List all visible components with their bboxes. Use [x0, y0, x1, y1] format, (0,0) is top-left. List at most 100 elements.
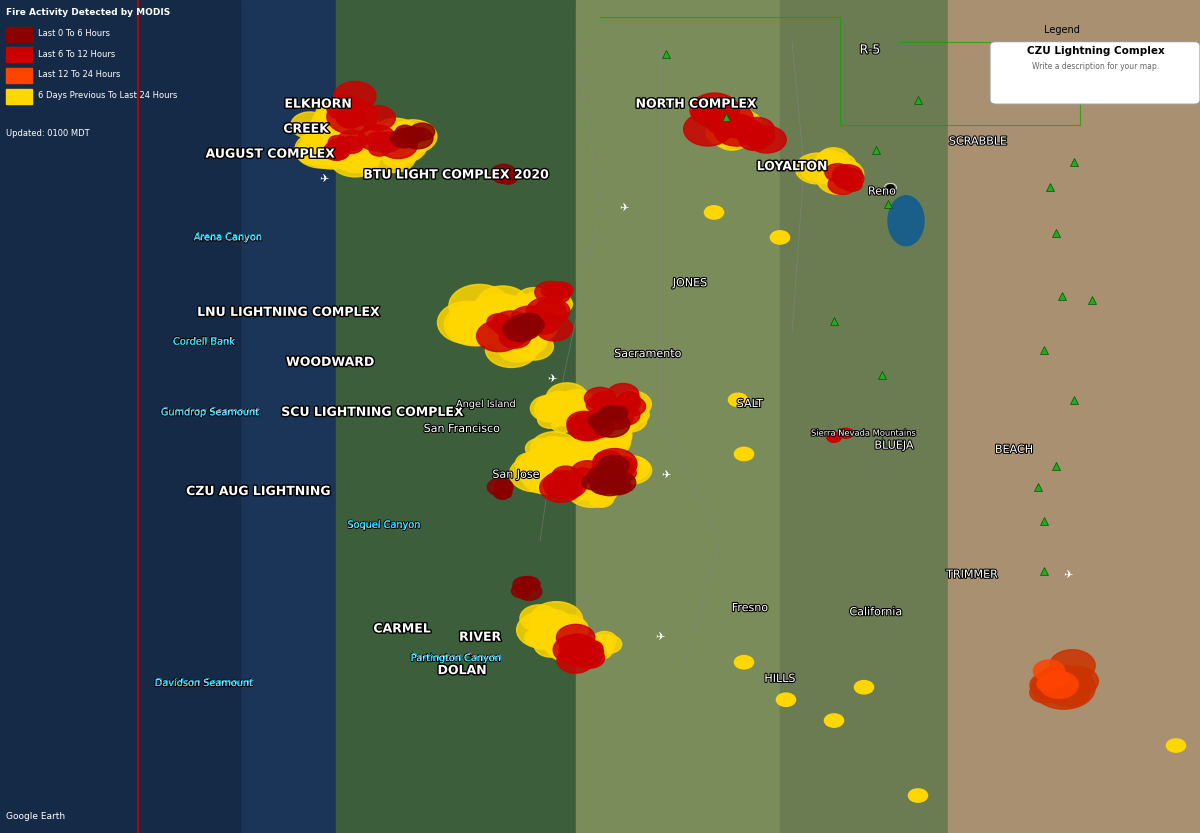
Circle shape	[540, 625, 575, 649]
Circle shape	[574, 413, 598, 430]
Circle shape	[611, 471, 631, 485]
Circle shape	[553, 443, 599, 476]
Circle shape	[563, 637, 592, 656]
Text: San Jose: San Jose	[492, 470, 540, 480]
Bar	[6, 47, 32, 62]
Circle shape	[536, 316, 572, 341]
Circle shape	[568, 412, 608, 441]
Circle shape	[546, 383, 588, 412]
Circle shape	[545, 397, 587, 426]
Circle shape	[1037, 676, 1058, 691]
Circle shape	[326, 95, 364, 120]
Circle shape	[530, 302, 550, 316]
Circle shape	[524, 628, 553, 647]
Circle shape	[610, 407, 628, 419]
Circle shape	[542, 455, 602, 497]
Text: Fresno: Fresno	[732, 603, 768, 613]
Circle shape	[834, 167, 863, 187]
Circle shape	[526, 312, 559, 334]
Circle shape	[538, 302, 560, 317]
Circle shape	[713, 105, 755, 134]
Circle shape	[470, 304, 503, 327]
Circle shape	[554, 285, 571, 297]
Circle shape	[334, 82, 376, 111]
Circle shape	[581, 641, 602, 656]
Circle shape	[587, 635, 614, 654]
Circle shape	[524, 302, 556, 323]
Circle shape	[734, 120, 762, 139]
Text: Partington Canyon: Partington Canyon	[410, 653, 502, 663]
Circle shape	[529, 311, 551, 326]
Circle shape	[565, 479, 593, 498]
Circle shape	[340, 118, 361, 133]
Circle shape	[491, 164, 516, 182]
Circle shape	[544, 294, 572, 314]
Circle shape	[610, 410, 638, 431]
Circle shape	[546, 460, 572, 477]
Circle shape	[599, 407, 617, 420]
Circle shape	[565, 640, 586, 653]
Circle shape	[517, 292, 557, 320]
Circle shape	[560, 398, 605, 429]
Circle shape	[556, 396, 581, 414]
Circle shape	[534, 610, 570, 634]
Circle shape	[494, 480, 511, 491]
Circle shape	[558, 390, 596, 416]
Circle shape	[558, 638, 586, 657]
Circle shape	[564, 639, 604, 666]
Circle shape	[563, 636, 596, 659]
Circle shape	[475, 315, 510, 339]
Circle shape	[571, 461, 604, 482]
Bar	[0, 0, 456, 833]
Circle shape	[821, 159, 864, 189]
Circle shape	[534, 299, 570, 324]
Circle shape	[311, 103, 372, 146]
Circle shape	[401, 127, 424, 143]
Circle shape	[474, 316, 506, 338]
Circle shape	[379, 132, 418, 158]
Circle shape	[534, 397, 570, 422]
Circle shape	[605, 459, 634, 479]
Circle shape	[540, 297, 563, 313]
Circle shape	[467, 313, 499, 335]
Circle shape	[488, 301, 536, 334]
Circle shape	[372, 142, 415, 172]
Circle shape	[530, 395, 569, 421]
Circle shape	[586, 421, 631, 452]
Circle shape	[587, 646, 607, 660]
Circle shape	[373, 134, 394, 148]
Circle shape	[715, 117, 751, 142]
Circle shape	[550, 452, 588, 479]
Text: LOYALTON: LOYALTON	[757, 160, 827, 173]
Circle shape	[376, 132, 422, 164]
Circle shape	[559, 443, 604, 474]
Circle shape	[581, 461, 630, 496]
Circle shape	[1030, 671, 1069, 699]
Circle shape	[582, 475, 602, 490]
Text: ✈: ✈	[619, 203, 629, 213]
Circle shape	[826, 161, 852, 179]
Text: Legend: Legend	[1044, 25, 1080, 35]
Circle shape	[589, 424, 619, 444]
Circle shape	[498, 171, 517, 184]
Circle shape	[518, 313, 541, 329]
Text: CZU Lightning Complex: CZU Lightning Complex	[1027, 46, 1164, 56]
Circle shape	[563, 394, 592, 414]
Circle shape	[592, 392, 616, 408]
Circle shape	[359, 106, 395, 131]
Text: CREEK: CREEK	[283, 122, 329, 136]
Circle shape	[827, 432, 841, 442]
Circle shape	[529, 630, 557, 649]
Ellipse shape	[888, 196, 924, 246]
Circle shape	[616, 459, 643, 478]
Circle shape	[331, 139, 380, 172]
Circle shape	[338, 137, 364, 153]
Circle shape	[496, 490, 509, 499]
Circle shape	[520, 297, 548, 317]
Circle shape	[355, 134, 382, 152]
Circle shape	[908, 789, 928, 802]
Circle shape	[622, 401, 641, 414]
Circle shape	[540, 392, 580, 419]
Circle shape	[522, 302, 552, 323]
Text: LNU LIGHTNING COMPLEX: LNU LIGHTNING COMPLEX	[197, 306, 379, 319]
